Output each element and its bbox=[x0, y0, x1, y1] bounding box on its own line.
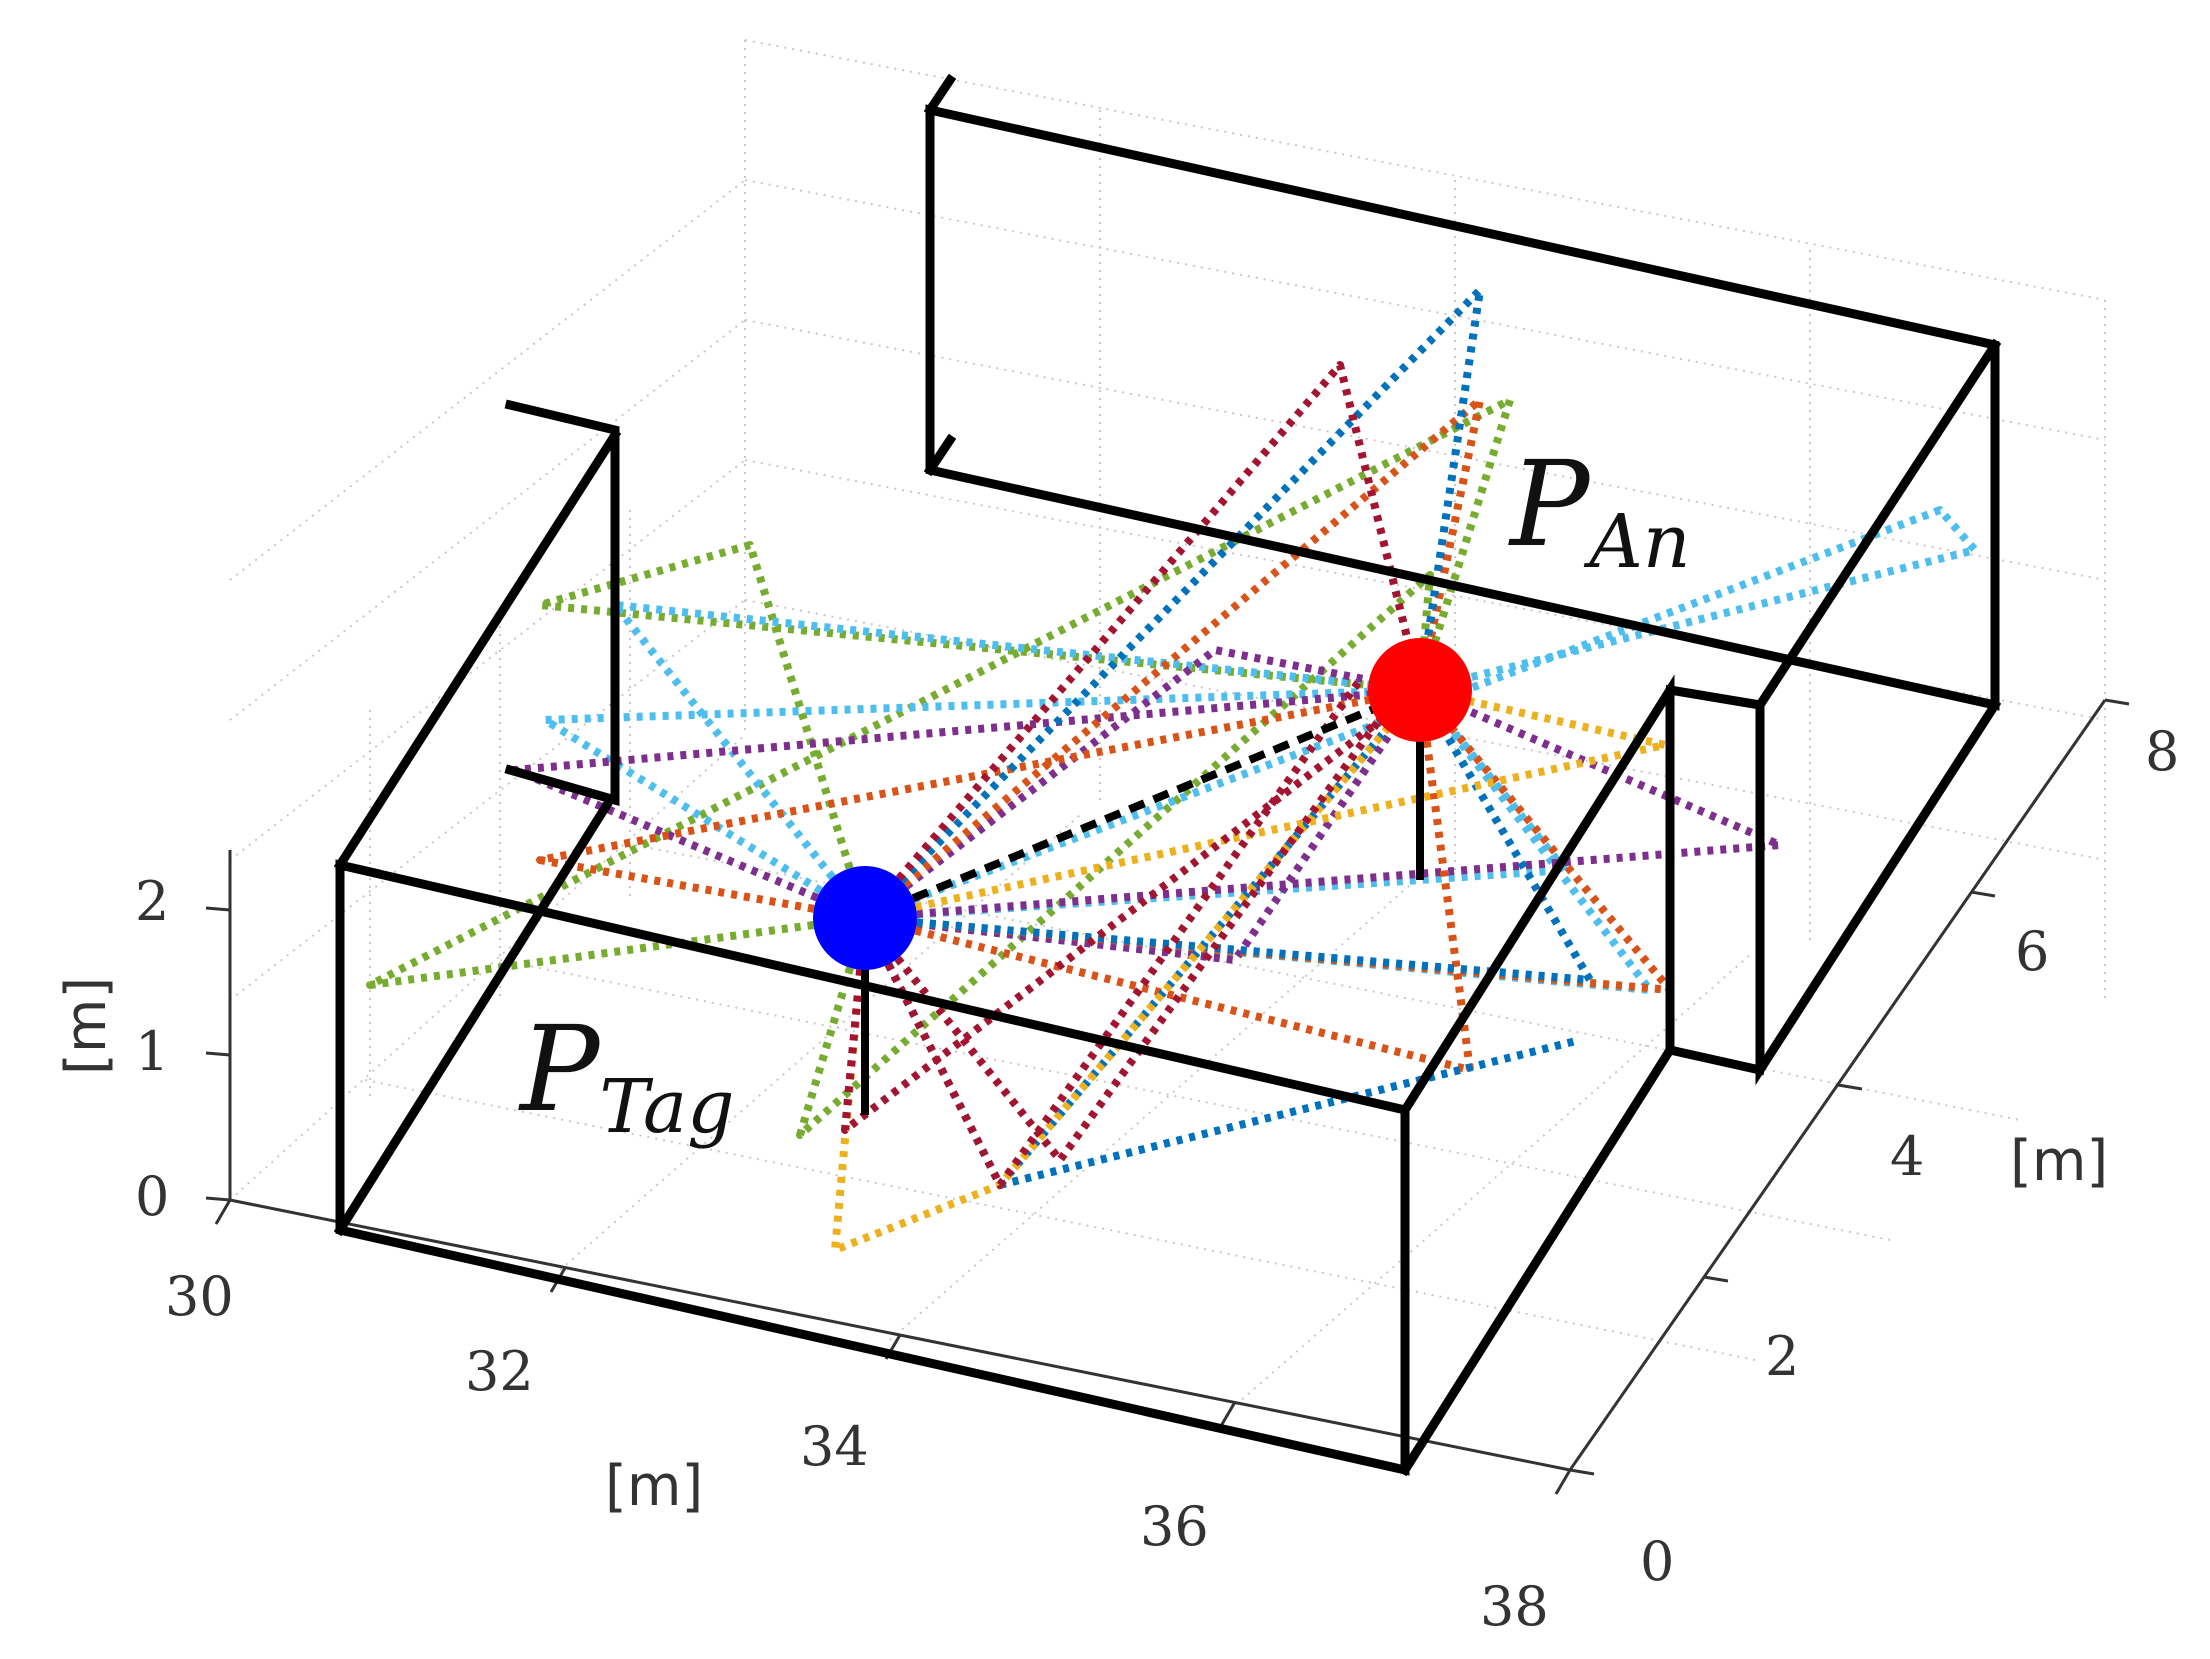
y-tick-label: 8 bbox=[2145, 720, 2179, 783]
y-ticks bbox=[1569, 698, 2130, 1476]
ray-orange bbox=[864, 687, 1674, 994]
ray-orange bbox=[536, 686, 1421, 922]
x-tick-label: 34 bbox=[800, 1415, 869, 1478]
ray-blue bbox=[999, 1036, 1581, 1189]
x-axis-label: [m] bbox=[605, 1454, 703, 1519]
z-ticks bbox=[205, 906, 231, 1202]
y-axis-line bbox=[1568, 699, 2107, 1471]
left-wall-upper bbox=[504, 399, 620, 806]
y-axis-label: [m] bbox=[2010, 1129, 2108, 1194]
tag-point bbox=[813, 866, 917, 970]
ray-green bbox=[536, 541, 1421, 920]
back-wall bbox=[925, 104, 2000, 711]
z-axis-label: [m] bbox=[54, 977, 119, 1075]
anchor-point bbox=[1368, 638, 1472, 742]
y-tick-label: 4 bbox=[1890, 1125, 1924, 1188]
ray-blue bbox=[861, 687, 1424, 1189]
y-tick-label: 2 bbox=[1765, 1325, 1799, 1388]
x-tick-labels: 30 32 34 36 38 bbox=[165, 1265, 1549, 1638]
right-wall bbox=[1755, 338, 2002, 1086]
ray-purple bbox=[864, 687, 1424, 964]
ray-cyan bbox=[864, 687, 1569, 922]
points-layer bbox=[813, 638, 1472, 970]
x-tick-label: 30 bbox=[165, 1265, 234, 1328]
niche bbox=[1664, 684, 1766, 1076]
y-tick-label: 0 bbox=[1640, 1530, 1674, 1593]
x-tick-label: 32 bbox=[465, 1340, 534, 1403]
axis-lines bbox=[205, 698, 2130, 1495]
y-tick-labels: 0 2 4 6 8 bbox=[1640, 720, 2179, 1593]
ray-maroon bbox=[861, 647, 1434, 1164]
ray-blue bbox=[862, 286, 1484, 921]
grid-lines bbox=[229, 39, 2106, 1411]
back-wall-stub-bottom bbox=[923, 433, 957, 477]
x-tick-label: 36 bbox=[1140, 1495, 1209, 1558]
ray-blue bbox=[864, 687, 1594, 984]
ray-green bbox=[366, 396, 1514, 989]
right-front-wall bbox=[1398, 674, 1675, 1477]
ray-purple bbox=[862, 646, 1421, 922]
ray-cyan bbox=[541, 686, 1421, 922]
ray-yellow bbox=[831, 687, 1424, 1254]
line-of-sight bbox=[863, 686, 1422, 922]
ray-maroon bbox=[861, 361, 1424, 921]
tag-label: PTag bbox=[518, 1000, 735, 1150]
z-tick-label: 2 bbox=[135, 870, 169, 933]
front-wall-left-top bbox=[333, 428, 622, 872]
room-walls bbox=[333, 73, 2002, 1477]
ray-orange bbox=[862, 396, 1484, 922]
x-tick-label: 38 bbox=[1480, 1575, 1549, 1638]
anchor-label: PAn bbox=[1508, 435, 1691, 585]
ray-maroon bbox=[861, 677, 1364, 1189]
z-tick-label: 0 bbox=[135, 1165, 169, 1228]
back-wall-stub-top bbox=[923, 73, 957, 117]
z-tick-labels: 0 1 2 bbox=[135, 870, 169, 1228]
y-tick-label: 6 bbox=[2015, 920, 2049, 983]
front-wall-left-bottom bbox=[333, 793, 617, 1237]
z-tick-label: 1 bbox=[135, 1020, 169, 1083]
